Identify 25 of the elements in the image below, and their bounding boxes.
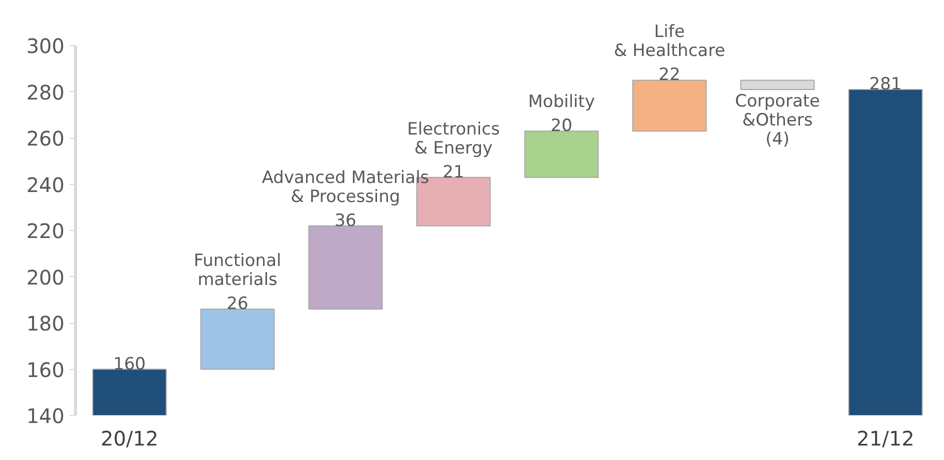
x-tick-label: 20/12 <box>100 426 158 450</box>
x-tick-label: Corporate &Others <box>735 91 820 130</box>
data-label: 281 <box>869 74 902 94</box>
x-tick-label: Electronics & Energy <box>407 119 500 158</box>
x-tick-label: Advanced Materials & Processing <box>262 168 430 207</box>
y-tick-label: 260 <box>26 126 65 150</box>
data-label: 36 <box>334 210 356 231</box>
x-tick-label: Mobility <box>528 92 595 112</box>
x-tick-label: 21/12 <box>856 426 914 450</box>
y-tick-label: 240 <box>26 172 65 197</box>
y-tick-label: 140 <box>26 404 65 428</box>
y-tick-label: 180 <box>26 312 65 336</box>
y-tick-label: 280 <box>26 80 65 104</box>
data-label: 21 <box>442 162 464 182</box>
data-label: 26 <box>226 294 248 314</box>
y-tick-label: 160 <box>26 358 65 382</box>
data-label: 20 <box>550 116 572 136</box>
data-label: 22 <box>658 65 680 86</box>
x-tick-label: Life & Healthcare <box>614 22 726 62</box>
data-label: (4) <box>765 129 790 150</box>
y-tick-label: 220 <box>26 219 65 243</box>
y-tick-label: 200 <box>26 265 65 290</box>
y-tick-label: 300 <box>26 34 65 58</box>
data-label: 160 <box>113 354 146 374</box>
x-tick-label: Functional materials <box>194 251 282 290</box>
